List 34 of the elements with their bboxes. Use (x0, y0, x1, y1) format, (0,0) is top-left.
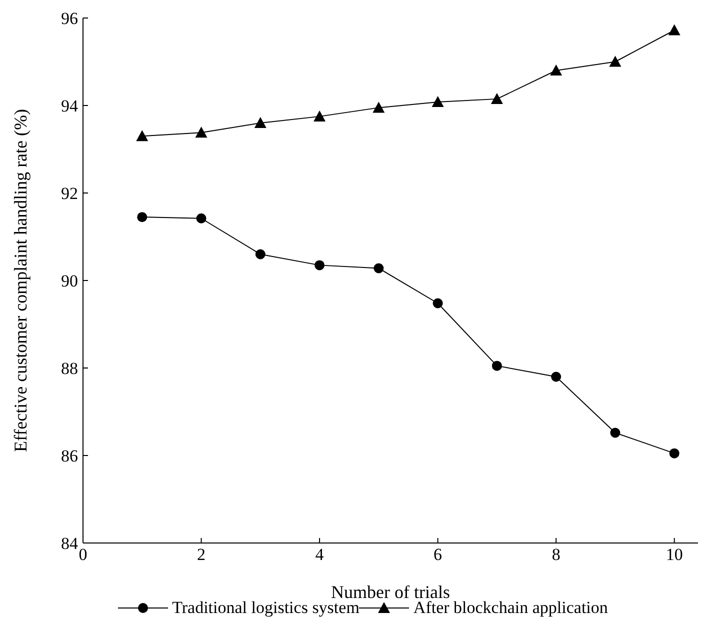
x-tick-label: 6 (434, 545, 442, 564)
y-tick-label: 92 (61, 184, 78, 204)
point (669, 448, 680, 458)
point (432, 96, 444, 107)
point (254, 117, 266, 128)
x-tick-label: 8 (552, 545, 560, 564)
point (432, 298, 443, 308)
point (255, 249, 266, 260)
point (610, 428, 620, 438)
y-tick-label: 88 (61, 359, 78, 378)
y-tick-label: 94 (61, 96, 78, 116)
point (492, 360, 502, 371)
point (550, 64, 562, 76)
y-axis-title: Effective customer complaint handling rate (%) (10, 108, 30, 452)
point (314, 260, 325, 270)
y-tick-label: 86 (61, 446, 78, 466)
x-tick-label: 4 (315, 545, 324, 564)
point (490, 92, 503, 104)
point (136, 130, 148, 142)
point (137, 212, 148, 222)
point (196, 213, 206, 224)
point (551, 372, 562, 382)
point (668, 24, 680, 36)
point (374, 263, 384, 274)
point (314, 110, 326, 122)
x-tick-label: 0 (78, 545, 88, 564)
x-tick-label: 10 (666, 545, 683, 564)
point (609, 56, 622, 67)
point (372, 102, 385, 113)
point (195, 126, 208, 138)
y-tick-label: 90 (61, 272, 78, 291)
y-tick-label: 84 (61, 534, 78, 554)
y-tick-label: 96 (61, 9, 78, 28)
x-tick-label: 2 (197, 545, 206, 564)
